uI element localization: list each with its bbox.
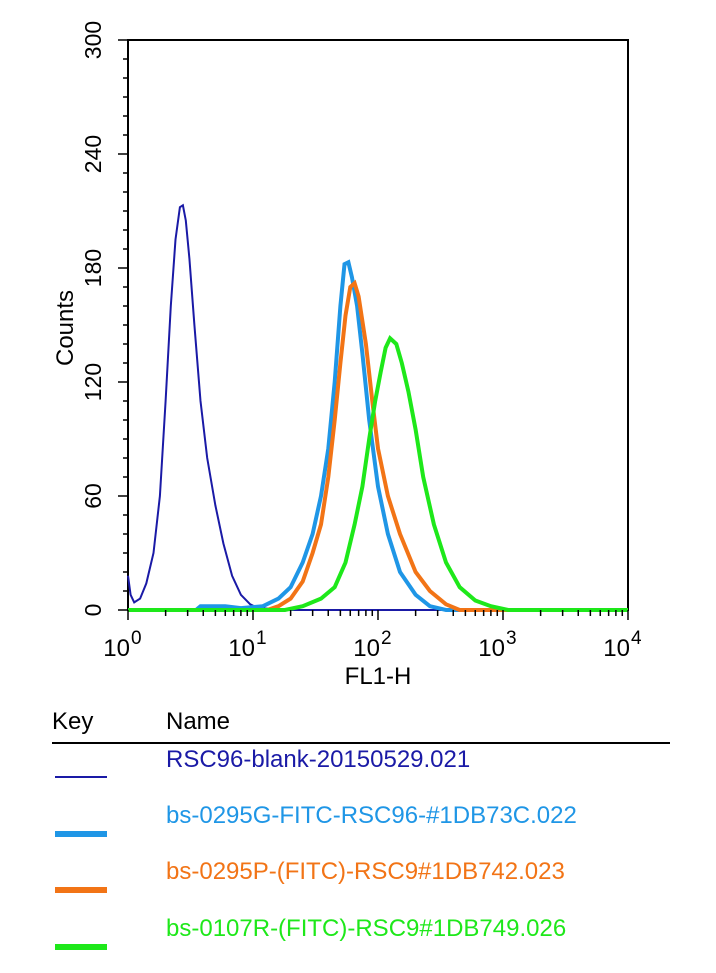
series-line-2 bbox=[128, 259, 628, 612]
x-tick-label-base: 10 bbox=[228, 635, 255, 662]
y-tick-label: 0 bbox=[80, 604, 106, 617]
y-axis-label: Counts bbox=[52, 290, 79, 366]
x-tick-label: 10 4 bbox=[603, 628, 642, 662]
x-tick-label-exponent: 3 bbox=[506, 628, 517, 649]
plot-area-frame bbox=[127, 39, 629, 611]
legend-swatch bbox=[55, 887, 107, 893]
legend-series-name: RSC96-blank-20150529.021 bbox=[166, 746, 471, 773]
y-tick-label: 60 bbox=[80, 483, 106, 509]
y-tick-label: 180 bbox=[80, 249, 106, 287]
legend-series-name: bs-0107R-(FITC)-RSC9#1DB749.026 bbox=[166, 915, 567, 942]
legend-swatch bbox=[55, 776, 107, 778]
x-tick-label: 10 2 bbox=[353, 628, 391, 662]
x-tick-label-base: 10 bbox=[478, 635, 505, 662]
series-line-3 bbox=[128, 279, 628, 612]
legend-row: RSC96-blank-20150529.021 bbox=[0, 746, 716, 786]
x-tick-label: 10 1 bbox=[228, 628, 266, 662]
series-line-4 bbox=[128, 334, 628, 612]
x-tick-label-base: 10 bbox=[353, 635, 380, 662]
x-tick-label: 10 0 bbox=[103, 628, 141, 662]
x-tick-label-exponent: 4 bbox=[631, 628, 642, 649]
legend-series-name: bs-0295P-(FITC)-RSC9#1DB742.023 bbox=[166, 858, 565, 885]
legend-row: bs-0295P-(FITC)-RSC9#1DB742.023 bbox=[0, 858, 716, 898]
x-axis-ticks: 10 0 10 1 10 2 10 3 10 4 bbox=[103, 610, 642, 662]
legend-swatch bbox=[55, 944, 107, 950]
legend-key-header: Key bbox=[52, 708, 94, 735]
legend-name-header: Name bbox=[166, 708, 231, 735]
x-axis-label: FL1-H bbox=[345, 663, 412, 690]
x-tick-label: 10 3 bbox=[478, 628, 516, 662]
x-tick-label-base: 10 bbox=[603, 635, 630, 662]
y-tick-label: 120 bbox=[80, 363, 106, 401]
legend-row: bs-0295G-FITC-RSC96-#1DB73C.022 bbox=[0, 802, 716, 842]
legend-table: Key Name RSC96-blank-20150529.021 bs-0295… bbox=[0, 700, 716, 973]
legend-series-name: bs-0295G-FITC-RSC96-#1DB73C.022 bbox=[166, 802, 577, 829]
x-tick-label-exponent: 1 bbox=[256, 628, 267, 649]
series-line-1 bbox=[127, 203, 628, 611]
legend-swatch bbox=[55, 831, 107, 837]
legend-row: bs-0107R-(FITC)-RSC9#1DB749.026 bbox=[0, 915, 716, 955]
y-axis-ticks: 0 60 120 180 240 300 bbox=[80, 21, 128, 617]
x-tick-label-exponent: 2 bbox=[381, 628, 392, 649]
y-tick-label: 300 bbox=[80, 21, 106, 59]
x-tick-label-base: 10 bbox=[103, 635, 130, 662]
series-layer bbox=[127, 203, 628, 612]
x-tick-label-exponent: 0 bbox=[131, 628, 142, 649]
legend-header-divider bbox=[52, 742, 670, 744]
y-tick-label: 240 bbox=[80, 135, 106, 173]
